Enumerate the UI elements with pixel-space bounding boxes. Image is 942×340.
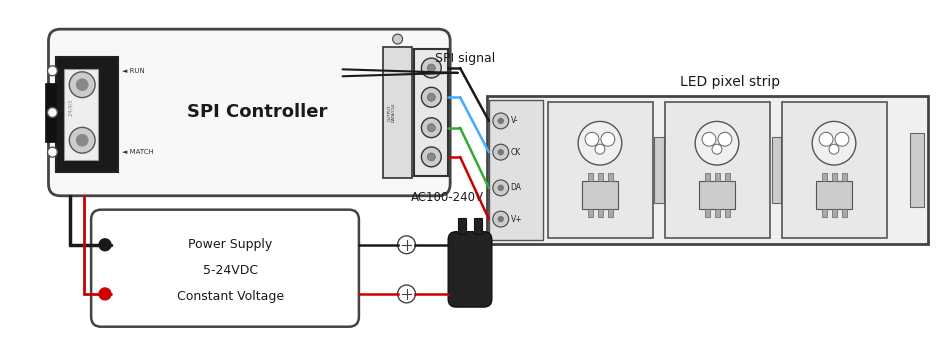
- Text: Power Supply: Power Supply: [188, 238, 272, 251]
- Circle shape: [76, 79, 89, 91]
- Circle shape: [718, 132, 732, 146]
- Bar: [816, 182, 852, 209]
- Circle shape: [421, 147, 441, 167]
- Bar: [608, 173, 613, 182]
- Circle shape: [695, 121, 739, 165]
- Bar: [487, 96, 928, 244]
- Bar: [598, 173, 603, 182]
- Circle shape: [421, 87, 441, 107]
- Bar: [842, 209, 847, 217]
- Bar: [458, 218, 466, 234]
- Circle shape: [493, 144, 509, 160]
- Text: DA: DA: [511, 183, 522, 192]
- Circle shape: [47, 147, 57, 157]
- Circle shape: [585, 132, 599, 146]
- Bar: [715, 173, 720, 182]
- Circle shape: [497, 216, 504, 222]
- Text: CK: CK: [511, 148, 521, 157]
- Circle shape: [820, 132, 833, 146]
- Circle shape: [493, 211, 509, 227]
- Bar: [832, 209, 837, 217]
- Circle shape: [497, 118, 504, 124]
- Bar: [910, 133, 924, 207]
- Circle shape: [428, 64, 435, 72]
- Circle shape: [428, 93, 435, 101]
- Text: ◄ MATCH: ◄ MATCH: [122, 149, 154, 155]
- Bar: [783, 102, 886, 238]
- Circle shape: [835, 132, 849, 146]
- Circle shape: [493, 180, 509, 196]
- Circle shape: [578, 121, 622, 165]
- Bar: [588, 209, 593, 217]
- Bar: [699, 182, 735, 209]
- Text: SPI Controller: SPI Controller: [187, 103, 328, 121]
- Text: 2/4/4/5: 2/4/4/5: [68, 99, 73, 116]
- Circle shape: [99, 288, 111, 300]
- Circle shape: [421, 58, 441, 78]
- Circle shape: [398, 285, 415, 303]
- Circle shape: [712, 144, 722, 154]
- Bar: [705, 209, 710, 217]
- Bar: [655, 137, 664, 203]
- Text: V-: V-: [511, 116, 518, 125]
- Bar: [44, 83, 57, 142]
- Text: Constant Voltage: Constant Voltage: [177, 290, 284, 303]
- Bar: [548, 102, 653, 238]
- Bar: [665, 102, 770, 238]
- Bar: [489, 100, 544, 240]
- Circle shape: [70, 128, 95, 153]
- Circle shape: [47, 66, 57, 76]
- Bar: [57, 57, 118, 172]
- Circle shape: [493, 113, 509, 129]
- Circle shape: [393, 34, 402, 44]
- Bar: [822, 209, 827, 217]
- Bar: [474, 218, 482, 234]
- Bar: [582, 182, 618, 209]
- Circle shape: [702, 132, 716, 146]
- FancyBboxPatch shape: [91, 210, 359, 327]
- Bar: [832, 173, 837, 182]
- Text: 5-24VDC: 5-24VDC: [203, 264, 258, 277]
- Text: V+: V+: [511, 215, 522, 224]
- Bar: [822, 173, 827, 182]
- Text: LED pixel strip: LED pixel strip: [679, 75, 780, 89]
- Text: OUTPUT
DATA/CLK: OUTPUT DATA/CLK: [387, 103, 396, 122]
- Circle shape: [70, 72, 95, 98]
- Text: SPI signal: SPI signal: [435, 52, 495, 65]
- Circle shape: [601, 132, 615, 146]
- FancyBboxPatch shape: [48, 29, 450, 196]
- Circle shape: [428, 153, 435, 161]
- Circle shape: [595, 144, 605, 154]
- Bar: [725, 209, 730, 217]
- Bar: [588, 173, 593, 182]
- Circle shape: [398, 236, 415, 254]
- Bar: [715, 209, 720, 217]
- Circle shape: [812, 121, 856, 165]
- Bar: [608, 209, 613, 217]
- Circle shape: [99, 239, 111, 251]
- Bar: [382, 47, 413, 178]
- Text: AC100-240V: AC100-240V: [411, 191, 483, 204]
- Bar: [842, 173, 847, 182]
- Bar: [64, 69, 98, 160]
- Circle shape: [76, 134, 89, 146]
- Circle shape: [421, 118, 441, 138]
- Bar: [725, 173, 730, 182]
- Bar: [598, 209, 603, 217]
- FancyBboxPatch shape: [448, 232, 492, 307]
- Circle shape: [47, 107, 57, 117]
- Circle shape: [829, 144, 839, 154]
- Circle shape: [428, 124, 435, 132]
- Text: ◄ RUN: ◄ RUN: [122, 68, 145, 74]
- Bar: [771, 137, 782, 203]
- Circle shape: [497, 149, 504, 155]
- Bar: [705, 173, 710, 182]
- Circle shape: [497, 185, 504, 191]
- Bar: [414, 49, 448, 176]
